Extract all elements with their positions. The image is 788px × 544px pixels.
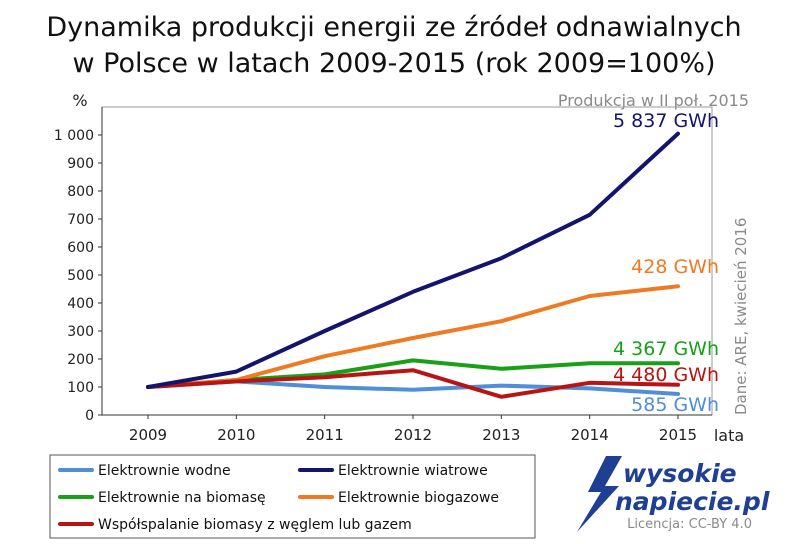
series-end-label: 4 367 GWh — [613, 338, 719, 360]
y-tick-label: 1 000 — [54, 128, 94, 144]
series-end-label: 585 GWh — [631, 394, 719, 416]
legend: Elektrownie wodne Elektrownie wiatrowe Ele… — [49, 454, 536, 539]
y-tick-label: 700 — [67, 212, 94, 228]
x-tick-label: 2009 — [129, 426, 167, 444]
y-axis-label: % — [72, 91, 87, 110]
logo-line-2: napiecie.pl — [615, 487, 770, 516]
x-tick-label: 2014 — [571, 426, 609, 444]
logo-line-1: wysokie — [623, 459, 737, 488]
y-tick-label: 100 — [67, 380, 94, 396]
chart-title-line-2: w Polsce w latach 2009-2015 (rok 2009=10… — [72, 48, 715, 79]
series-line-4 — [146, 368, 680, 399]
series-line-1 — [146, 131, 680, 389]
series-layer — [146, 131, 680, 399]
y-tick-label: 800 — [67, 184, 94, 200]
source-note: Dane: ARE, kwiecień 2016 — [732, 218, 750, 415]
chart-title-line-1: Dynamika produkcji energii ze źródeł odn… — [46, 12, 741, 43]
chart-subtitle: Produkcja w II poł. 2015 — [558, 91, 749, 110]
lightning-bolt-icon — [577, 456, 622, 532]
legend-label: Elektrownie biogazowe — [338, 490, 499, 506]
x-tick-label: 2013 — [482, 426, 520, 444]
y-tick-label: 0 — [85, 408, 94, 424]
x-tick-label: 2011 — [306, 426, 344, 444]
x-tick-label: 2012 — [394, 426, 432, 444]
series-end-label: 5 837 GWh — [613, 110, 719, 132]
plot-axes: 0 100 200 300 400 500 600 700 800 900 1 000 2009 201… — [54, 106, 713, 444]
x-tick-label: 2010 — [217, 426, 255, 444]
legend-label: Elektrownie na biomasę — [98, 490, 266, 506]
legend-label: Elektrownie wiatrowe — [338, 463, 488, 479]
logo: wysokie napiecie.pl — [577, 456, 770, 532]
y-tick-label: 500 — [67, 268, 94, 284]
legend-label: Współspalanie biomasy z węglem lub gazem — [98, 517, 412, 533]
license-text: Licencja: CC-BY 4.0 — [627, 517, 752, 532]
y-tick-label: 300 — [67, 324, 94, 340]
series-end-label: 428 GWh — [631, 256, 719, 278]
y-tick-label: 900 — [67, 156, 94, 172]
legend-label: Elektrownie wodne — [98, 463, 231, 479]
series-end-label: 4 480 GWh — [613, 364, 719, 386]
y-tick-label: 600 — [67, 240, 94, 256]
x-tick-label: 2015 — [659, 426, 697, 444]
x-axis-label: lata — [714, 426, 744, 445]
y-tick-label: 200 — [67, 352, 94, 368]
end-labels: 585 GWh 5 837 GWh 4 367 GWh 428 GWh 4 480 GW… — [613, 110, 719, 416]
y-tick-label: 400 — [67, 296, 94, 312]
legend-box — [49, 454, 536, 539]
